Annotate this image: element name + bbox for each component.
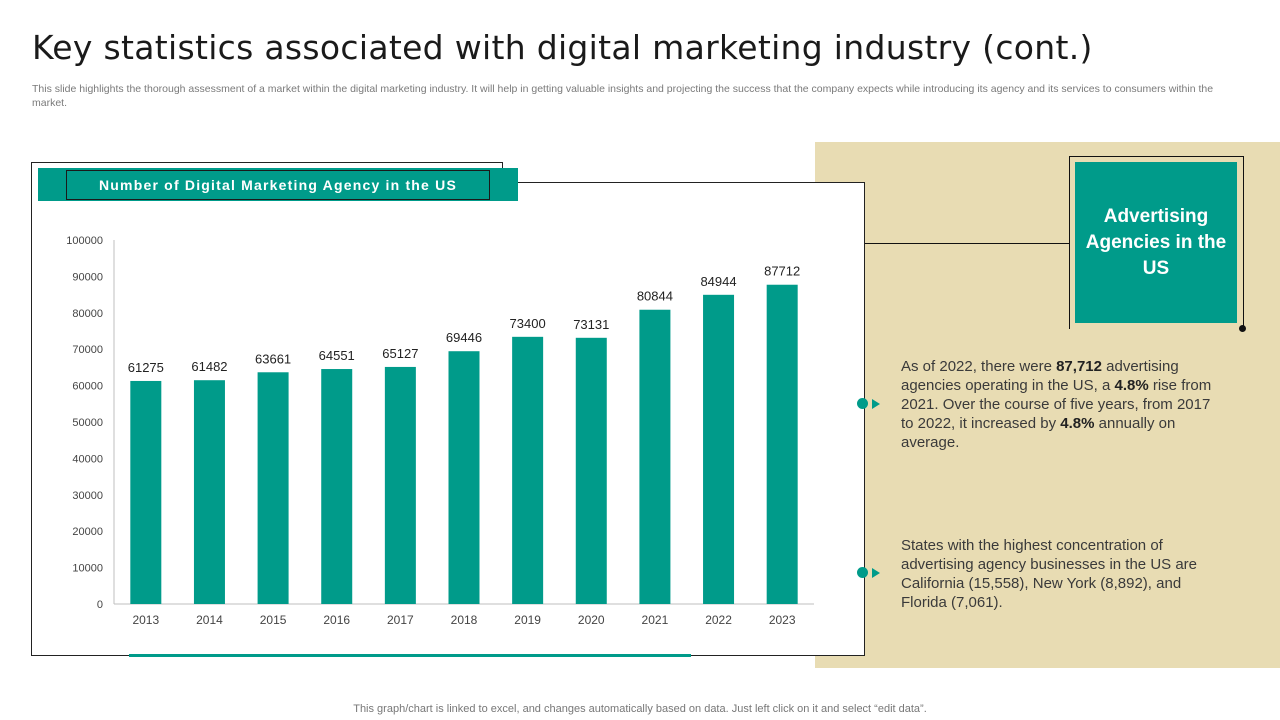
x-tick-label: 2018 — [451, 613, 478, 627]
bullet-arrow-icon — [872, 567, 880, 578]
connector-line — [865, 243, 1070, 244]
bar — [639, 309, 671, 604]
y-tick-label: 70000 — [72, 344, 103, 356]
y-tick-label: 30000 — [72, 490, 103, 502]
bar-chart[interactable]: 0 10000 20000 30000 40000 50000 60000 70000 8000… — [32, 183, 864, 653]
bar — [448, 351, 480, 604]
y-tick-label: 50000 — [72, 417, 103, 429]
footnote: This graph/chart is linked to excel, and… — [353, 703, 927, 715]
bar — [384, 366, 416, 604]
bar — [193, 380, 225, 604]
bar-value-label: 80844 — [637, 289, 673, 304]
bar-value-label: 73400 — [510, 316, 546, 331]
bar-value-label: 63661 — [255, 351, 291, 366]
bar-value-label: 87712 — [764, 264, 800, 279]
bar — [257, 372, 289, 604]
bar-value-label: 73131 — [573, 317, 609, 332]
x-tick-label: 2019 — [514, 613, 541, 627]
insight-text-run: rise from 2021. Over the course of five … — [901, 377, 1212, 432]
insight-text-2: States with the highest concentration of… — [901, 536, 1221, 612]
bullet-arrow-icon — [872, 398, 880, 409]
page-title: Key statistics associated with digital m… — [32, 28, 1093, 67]
y-tick-label: 0 — [97, 599, 103, 611]
insight-text-1: As of 2022, there were 87,712 advertisin… — [901, 357, 1221, 452]
bar — [766, 284, 798, 604]
chart-header-title: Number of Digital Marketing Agency in th… — [66, 170, 490, 200]
bar-value-label: 61275 — [128, 360, 164, 375]
y-tick-label: 80000 — [72, 308, 103, 320]
y-tick-label: 90000 — [72, 271, 103, 283]
bar-value-label: 64551 — [319, 348, 355, 363]
x-tick-label: 2021 — [642, 613, 669, 627]
bar — [703, 294, 735, 604]
bar — [130, 380, 162, 604]
y-tick-label: 60000 — [72, 381, 103, 393]
x-tick-label: 2017 — [387, 613, 414, 627]
x-tick-label: 2015 — [260, 613, 287, 627]
bullet-1 — [857, 398, 880, 409]
bullet-2 — [857, 567, 880, 578]
chart-bottom-accent — [129, 654, 691, 657]
y-tick-label: 40000 — [72, 453, 103, 465]
bullet-dot-icon — [857, 398, 868, 409]
x-tick-label: 2016 — [323, 613, 350, 627]
bullet-dot-icon — [857, 567, 868, 578]
bar — [321, 369, 353, 604]
page-subtitle: This slide highlights the thorough asses… — [32, 83, 1214, 109]
ad-box-frame — [1069, 156, 1244, 329]
bar — [575, 337, 607, 604]
bar-value-label: 61482 — [191, 359, 227, 374]
y-tick-label: 20000 — [72, 526, 103, 538]
insight-text-run: advertising agencies operating in the US… — [901, 358, 1179, 394]
y-tick-label: 10000 — [72, 563, 103, 575]
ad-box-dot — [1239, 325, 1246, 332]
insight-text-run: States with the highest concentration of… — [901, 537, 1198, 611]
insight-text-run: annually on average. — [901, 415, 1176, 451]
bar — [512, 336, 544, 604]
x-tick-label: 2020 — [578, 613, 605, 627]
y-tick-label: 100000 — [66, 235, 103, 247]
x-tick-label: 2014 — [196, 613, 223, 627]
highlight-value: 4.8% — [1114, 377, 1149, 394]
chart-header-band — [38, 168, 518, 201]
bar-value-label: 84944 — [700, 274, 736, 289]
highlight-value: 87,712 — [1056, 358, 1102, 375]
advertising-agencies-title: Advertising Agencies in the US — [1085, 205, 1227, 279]
bar-value-label: 65127 — [382, 346, 418, 361]
insight-text-run: As of 2022, there were — [901, 358, 1057, 375]
bar-value-label: 69446 — [446, 330, 482, 345]
x-tick-label: 2013 — [132, 613, 159, 627]
advertising-agencies-box: Advertising Agencies in the US — [1075, 162, 1237, 323]
highlight-value: 4.8% — [1060, 415, 1095, 432]
x-tick-label: 2022 — [705, 613, 732, 627]
x-tick-label: 2023 — [769, 613, 796, 627]
